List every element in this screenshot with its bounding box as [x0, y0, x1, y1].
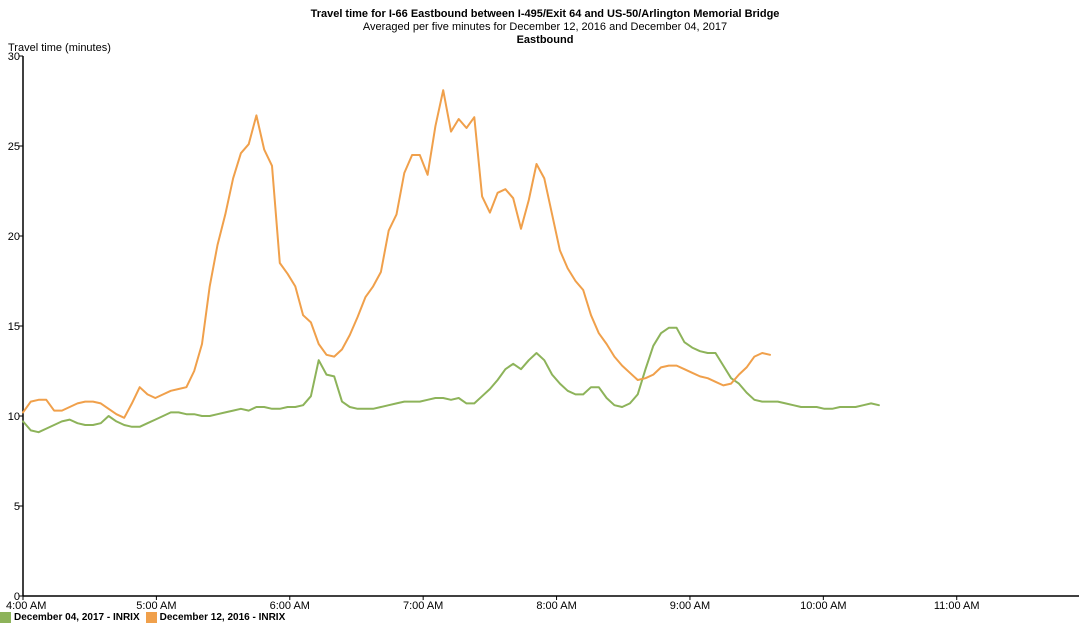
x-tick-label: 7:00 AM: [403, 600, 443, 612]
legend-item-dec-2016[interactable]: December 12, 2016 - INRIX: [145, 611, 286, 623]
chart-subtitle: Averaged per five minutes for December 1…: [363, 21, 727, 33]
y-tick-label: 30: [8, 51, 20, 63]
y-tick-label: 5: [14, 501, 20, 513]
y-tick-label: 0: [14, 591, 20, 603]
x-tick-label: 8:00 AM: [536, 600, 576, 612]
legend-label-dec-2016: December 12, 2016 - INRIX: [159, 611, 286, 623]
y-tick-label: 10: [8, 411, 20, 423]
legend-swatch-green: [0, 611, 11, 623]
y-tick-label: 20: [8, 231, 20, 243]
y-tick-label: 15: [8, 321, 20, 333]
x-tick-label: 9:00 AM: [670, 600, 710, 612]
legend: December 04, 2017 - INRIX December 12, 2…: [0, 609, 291, 625]
series-layer: [22, 89, 880, 434]
legend-item-dec-2017[interactable]: December 04, 2017 - INRIX: [0, 611, 140, 623]
x-axis: 4:00 AM 5:00 AM 6:00 AM 7:00 AM 8:00 AM 9:00 …: [6, 595, 1079, 612]
legend-label-dec-2017: December 04, 2017 - INRIX: [14, 611, 140, 623]
x-tick-label: 10:00 AM: [800, 600, 846, 612]
y-tick-label: 25: [8, 141, 20, 153]
legend-swatch-orange: [145, 611, 157, 623]
x-tick-label: 5:00 AM: [136, 600, 176, 612]
x-tick-label: 4:00 AM: [6, 600, 46, 612]
x-tick-label: 6:00 AM: [270, 600, 310, 612]
y-axis: 0 5 10 15 20 25 30: [8, 51, 24, 603]
series-line-dec-2017: [22, 326, 880, 434]
series-line-dec-2016: [22, 89, 771, 419]
chart-title: Travel time for I-66 Eastbound between I…: [311, 8, 780, 20]
x-tick-label: 11:00 AM: [934, 600, 980, 612]
chart-subtitle-direction: Eastbound: [517, 34, 574, 46]
y-axis-title: Travel time (minutes): [8, 42, 111, 54]
